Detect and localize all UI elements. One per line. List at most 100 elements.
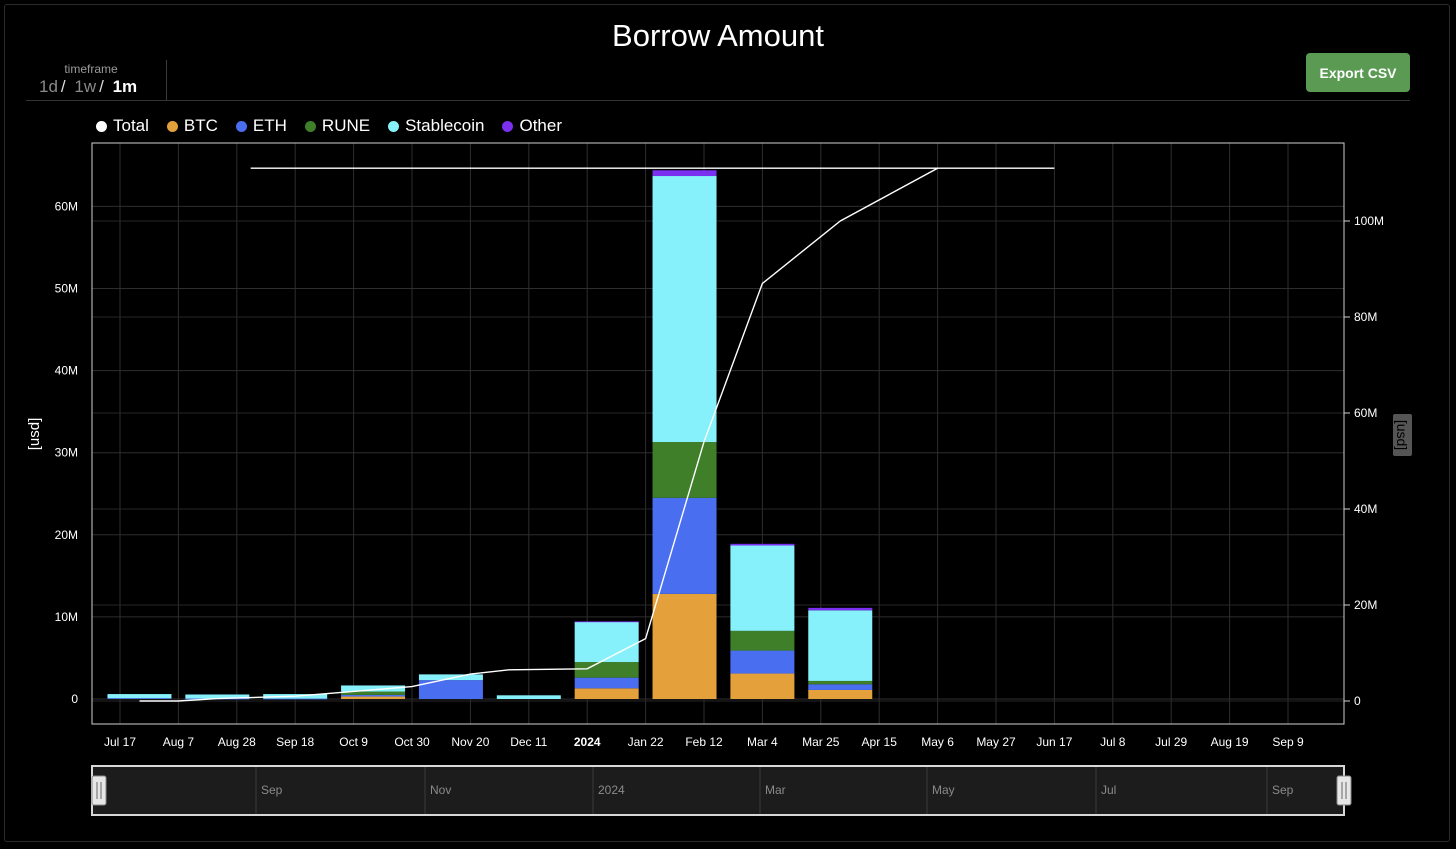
- y-left-tick-label: 50M: [55, 282, 78, 296]
- navigator-label: Sep: [1272, 783, 1294, 797]
- bar-rune-9[interactable]: [808, 680, 873, 685]
- bar-eth-7[interactable]: [652, 497, 717, 594]
- bar-stablecoin-5[interactable]: [496, 695, 561, 699]
- timeframe-separator: /: [60, 77, 66, 96]
- bar-stablecoin-0[interactable]: [107, 694, 172, 699]
- x-tick-label: Dec 11: [510, 735, 547, 749]
- bar-btc-8[interactable]: [730, 673, 795, 699]
- x-tick-label: Mar 4: [747, 735, 778, 749]
- bar-btc-3[interactable]: [341, 696, 406, 699]
- export-csv-button[interactable]: Export CSV: [1306, 53, 1410, 92]
- bar-stablecoin-3[interactable]: [341, 685, 406, 692]
- bar-other-7[interactable]: [652, 170, 717, 177]
- legend-item-stablecoin[interactable]: Stablecoin: [388, 116, 484, 136]
- timeframe-option-1m[interactable]: 1m: [112, 77, 138, 96]
- y-left-tick-label: 0: [71, 692, 78, 706]
- bar-rune-3[interactable]: [341, 691, 406, 695]
- navigator-label: Jul: [1101, 783, 1116, 797]
- bar-stablecoin-4[interactable]: [418, 674, 483, 681]
- legend-dot: [235, 120, 247, 132]
- bar-eth-2[interactable]: [263, 698, 328, 700]
- bar-stablecoin-9[interactable]: [808, 610, 873, 681]
- bars: [107, 170, 873, 700]
- y-left-tick-label: 20M: [55, 528, 78, 542]
- bar-other-9[interactable]: [808, 607, 873, 611]
- navigator-label: 2024: [598, 783, 625, 797]
- x-tick-label: Nov 20: [451, 735, 489, 749]
- total-line-layer: [139, 167, 1055, 702]
- x-tick-label: Aug 19: [1211, 735, 1249, 749]
- timeframe-option-1w[interactable]: 1w: [74, 77, 97, 96]
- x-tick-label: Oct 30: [394, 735, 430, 749]
- range-navigator[interactable]: Sep Nov 2024 Mar May Jul Sep: [91, 765, 1352, 816]
- y-right-tick-label: 20M: [1354, 598, 1377, 612]
- y-right-tick-label: 80M: [1354, 310, 1377, 324]
- bar-other-8[interactable]: [730, 543, 795, 546]
- x-tick-label: Jan 22: [628, 735, 664, 749]
- bar-btc-6[interactable]: [574, 688, 639, 699]
- x-tick-label: Mar 25: [802, 735, 840, 749]
- x-tick-label: May 27: [976, 735, 1016, 749]
- x-tick-label: Jul 17: [104, 735, 136, 749]
- bar-rune-6[interactable]: [574, 662, 639, 678]
- y-left-tick-label: 30M: [55, 446, 78, 460]
- legend-label: Other: [519, 116, 563, 135]
- bar-other-6[interactable]: [574, 621, 639, 623]
- y-axis-right-label-bg: [1393, 414, 1412, 456]
- legend-label: RUNE: [321, 116, 371, 135]
- y-right-tick-label: 0: [1354, 694, 1361, 708]
- grid: [92, 143, 1344, 724]
- legend-label: Total: [113, 116, 149, 135]
- bar-stablecoin-1[interactable]: [185, 694, 250, 699]
- navigator-handle-left[interactable]: [91, 775, 107, 806]
- bar-eth-3[interactable]: [341, 694, 406, 697]
- x-tick-label: Sep 9: [1272, 735, 1304, 749]
- bar-btc-7[interactable]: [652, 593, 717, 699]
- y-left-tick-label: 60M: [55, 199, 78, 213]
- x-tick-label: Sep 18: [276, 735, 314, 749]
- navigator-label: Mar: [765, 783, 786, 797]
- bar-stablecoin-6[interactable]: [574, 621, 639, 663]
- legend-dot: [304, 120, 316, 132]
- y-axis-right-ticks: 0 20M 40M 60M 80M 100M: [1344, 214, 1384, 708]
- timeframe-separator: /: [99, 77, 104, 96]
- legend-item-total[interactable]: Total: [96, 116, 149, 136]
- legend-item-btc[interactable]: BTC: [166, 116, 218, 136]
- x-tick-label: Jul 29: [1155, 735, 1187, 749]
- navigator-label: Nov: [430, 783, 451, 797]
- x-tick-label: Jul 8: [1100, 735, 1126, 749]
- bar-eth-6[interactable]: [574, 677, 639, 689]
- x-tick-label: 2024: [574, 735, 601, 749]
- header-divider: [26, 100, 1410, 101]
- x-tick-label: Oct 9: [339, 735, 368, 749]
- bar-eth-4[interactable]: [418, 680, 483, 699]
- y-left-tick-label: 40M: [55, 364, 78, 378]
- widget-frame: [4, 4, 1450, 842]
- y-left-tick-label: 10M: [55, 610, 78, 624]
- bar-stablecoin-8[interactable]: [730, 545, 795, 631]
- navigator-labels: Sep Nov 2024 Mar May Jul Sep: [255, 767, 1294, 814]
- legend-item-other[interactable]: Other: [502, 116, 562, 136]
- navigator-track[interactable]: [91, 765, 1345, 816]
- navigator-label: Sep: [261, 783, 283, 797]
- bar-eth-8[interactable]: [730, 650, 795, 674]
- timeframe-options: 1d/ 1w/ 1m: [39, 77, 137, 97]
- bar-stablecoin-7[interactable]: [652, 176, 717, 443]
- navigator-handle-right[interactable]: [1336, 775, 1352, 806]
- total-line[interactable]: [139, 167, 1055, 702]
- x-tick-label: May 6: [921, 735, 954, 749]
- legend-item-eth[interactable]: ETH: [235, 116, 287, 136]
- timeframe-option-1d[interactable]: 1d: [39, 77, 58, 96]
- legend-dot: [502, 120, 514, 132]
- x-tick-label: Jun 17: [1036, 735, 1072, 749]
- y-axis-left-label: [usd]: [26, 418, 43, 451]
- bar-btc-9[interactable]: [808, 689, 873, 699]
- chart-title: Borrow Amount: [612, 18, 824, 53]
- bar-eth-0[interactable]: [107, 698, 172, 699]
- legend-item-rune[interactable]: RUNE: [304, 116, 371, 136]
- bar-eth-9[interactable]: [808, 684, 873, 690]
- bar-rune-7[interactable]: [652, 442, 717, 498]
- bar-rune-8[interactable]: [730, 630, 795, 651]
